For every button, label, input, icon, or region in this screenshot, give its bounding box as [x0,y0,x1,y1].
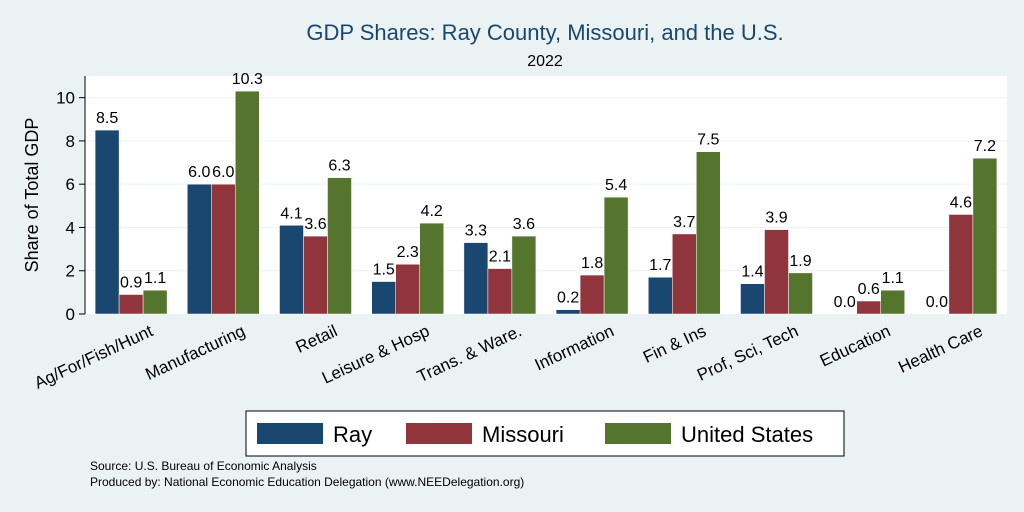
bar-value-label: 4.2 [421,203,443,220]
y-tick-label: 10 [56,89,75,108]
x-tick-label: Prof, Sci, Tech [694,321,801,384]
bar-united-states [788,272,813,315]
bar-value-label: 1.9 [789,253,811,270]
bar-united-states [142,289,168,315]
bar-value-label: 1.8 [581,255,603,272]
y-tick-label: 8 [66,132,75,151]
bar-united-states [696,151,721,315]
bar-value-label: 4.1 [280,205,302,222]
bar-ray [463,242,489,315]
legend-swatch-missouri [406,423,472,444]
bar-missouri [395,263,420,315]
x-tick-label: Trans. & Ware. [414,321,524,386]
y-tick-label: 2 [66,262,75,281]
bar-missouri [579,274,605,315]
x-tick-label: Fin & Ins [640,321,709,367]
bar-value-label: 0.2 [557,290,579,307]
x-tick-label: Retail [293,321,340,357]
y-tick-label: 0 [66,305,75,324]
legend-label: Missouri [482,422,564,447]
legend-label: Ray [333,422,372,447]
bar-value-label: 0.0 [926,294,948,311]
bar-value-label: 0.6 [858,281,880,298]
bar-value-label: 3.3 [465,223,487,240]
bar-missouri [948,214,974,315]
source-note: Source: U.S. Bureau of Economic Analysis [90,459,317,473]
x-tick-label: Health Care [895,321,985,377]
bar-value-label: 3.7 [673,214,695,231]
chart-subtitle: 2022 [527,53,563,70]
bar-value-label: 3.6 [513,216,535,233]
bar-ray [279,225,304,315]
bar-ray [187,183,212,315]
chart-title: GDP Shares: Ray County, Missouri, and th… [306,20,783,45]
bar-value-label: 0.0 [834,294,856,311]
bar-united-states [235,90,260,315]
x-tick-label: Education [817,321,894,370]
bar-united-states [327,177,352,315]
legend-swatch-united-states [605,423,671,444]
bar-ray [740,283,765,315]
legend-label: United States [681,422,813,447]
bar-ray [648,276,673,315]
bar-value-label: 7.5 [697,132,719,149]
bar-missouri [764,229,789,315]
produced-by-note: Produced by: National Economic Education… [90,475,525,489]
bar-value-label: 8.5 [96,110,118,127]
y-tick-label: 4 [66,218,75,237]
y-axis-label: Share of Total GDP [22,118,42,273]
bar-value-label: 7.2 [974,138,996,155]
bar-united-states [972,157,998,315]
x-tick-label: Information [532,321,617,374]
bar-value-label: 0.9 [120,275,142,292]
bar-value-label: 1.1 [882,270,904,287]
bar-value-label: 6.0 [188,164,210,181]
bar-value-label: 2.3 [397,244,419,261]
x-tick-label: Ag/For/Fish/Hunt [31,321,156,393]
bar-missouri [672,233,697,315]
bar-missouri [856,300,881,315]
x-tick-label: Manufacturing [142,321,248,384]
bar-value-label: 1.5 [373,262,395,279]
bar-united-states [603,196,629,315]
bar-value-label: 3.6 [304,216,326,233]
bar-value-label: 6.3 [328,158,350,175]
legend-box [245,410,845,457]
bar-missouri [118,294,144,315]
bar-value-label: 3.9 [765,210,787,227]
y-tick-label: 6 [66,175,75,194]
bar-value-label: 10.3 [232,71,263,88]
bar-missouri [303,235,328,315]
bar-united-states [511,235,537,315]
bar-value-label: 1.4 [741,264,763,281]
bar-missouri [211,183,236,315]
bar-missouri [487,268,513,315]
bar-value-label: 1.1 [144,270,166,287]
bar-ray [94,129,120,315]
bar-value-label: 5.4 [605,177,627,194]
bar-value-label: 1.7 [649,257,671,274]
bar-united-states [880,289,905,315]
bar-ray [555,309,581,315]
legend-swatch-ray [257,423,323,444]
bar-value-label: 2.1 [489,249,511,266]
bar-united-states [419,222,444,315]
bar-value-label: 4.6 [950,194,972,211]
bar-value-label: 6.0 [212,164,234,181]
bar-ray [371,281,396,315]
